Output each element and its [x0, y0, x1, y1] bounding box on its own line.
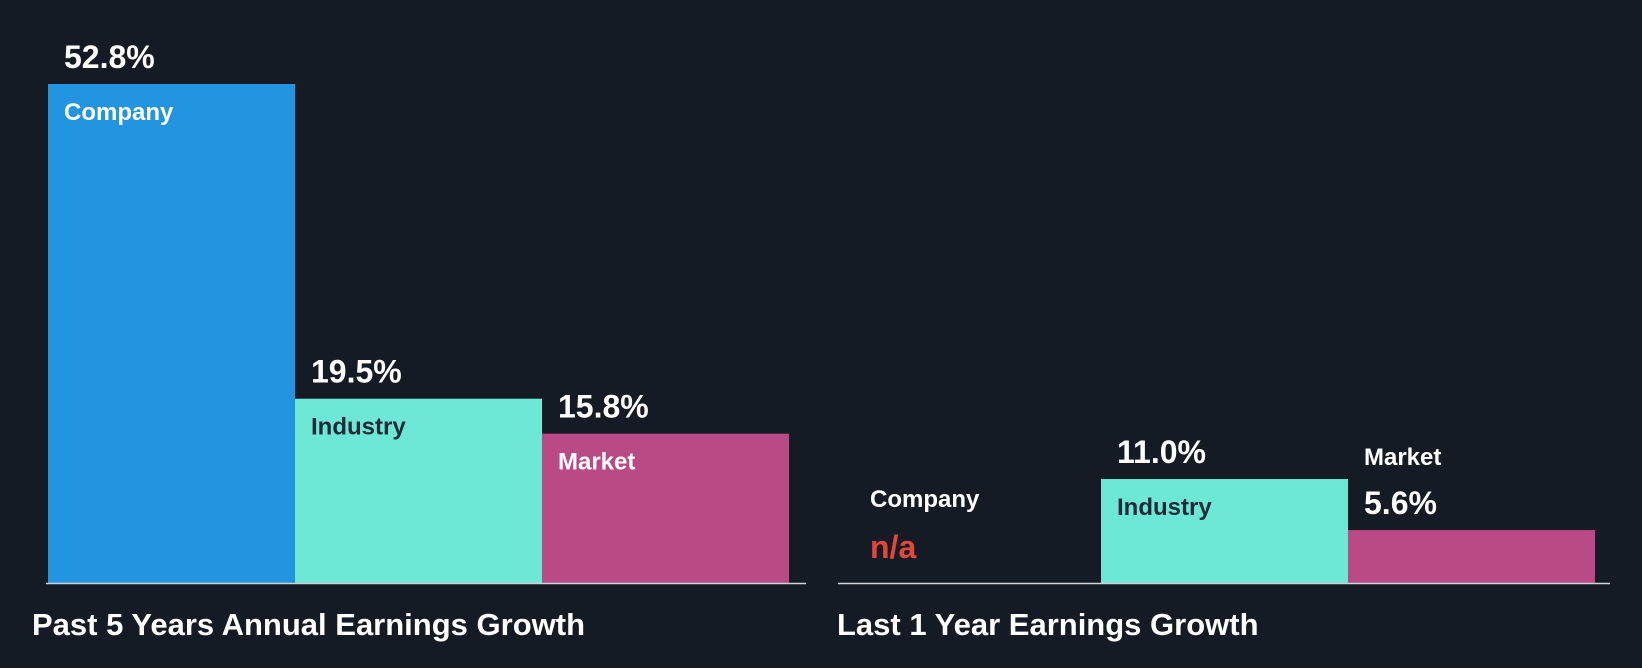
category-label-company: Company — [64, 99, 174, 126]
value-label-company: n/a — [870, 529, 916, 565]
bar-industry — [295, 398, 542, 583]
panel-title: Last 1 Year Earnings Growth — [837, 607, 1259, 642]
category-label-market: Market — [1364, 444, 1441, 471]
bar-company — [48, 84, 295, 583]
value-label-industry: 11.0% — [1117, 434, 1206, 470]
value-label-market: 5.6% — [1364, 485, 1437, 521]
category-label-industry: Industry — [1117, 494, 1212, 521]
past-5-years-panel: 52.8% Company 19.5% Industry 15.8% Market Past… — [32, 39, 806, 642]
value-label-industry: 19.5% — [311, 354, 402, 390]
category-label-company: Company — [870, 486, 980, 513]
value-label-market: 15.8% — [558, 389, 649, 425]
bar-industry — [1101, 479, 1348, 583]
bar-market — [542, 433, 789, 583]
last-1-year-panel: n/a Company 11.0% Industry 5.6% Market Last 1 … — [837, 434, 1610, 642]
category-label-industry: Industry — [311, 414, 406, 441]
category-label-market: Market — [558, 449, 635, 476]
panel-title: Past 5 Years Annual Earnings Growth — [32, 607, 585, 642]
bar-market — [1348, 530, 1595, 583]
value-label-company: 52.8% — [64, 39, 155, 75]
